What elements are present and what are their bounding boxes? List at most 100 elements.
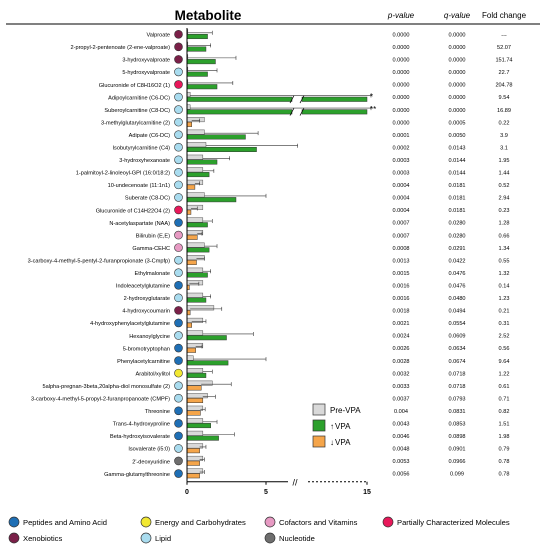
metabolite-label: 5alpha-pregnan-3beta,20alpha-diol monosu… bbox=[42, 384, 170, 390]
q-value-cell: 0.0966 bbox=[448, 459, 465, 465]
header-q-value: q-value bbox=[444, 11, 471, 20]
table-row: Ethylmalonate 0.0015 0.0476 1.32 bbox=[135, 267, 509, 278]
table-row: Adipate (C6-DC) 0.0001 0.0050 3.9 bbox=[129, 129, 508, 140]
class-dot-icon bbox=[174, 155, 183, 165]
bar-pre-vpa bbox=[186, 330, 204, 336]
p-value-cell: 0.0016 bbox=[392, 296, 409, 302]
fold-change-cell: 1.23 bbox=[499, 296, 510, 302]
bar-pre-vpa bbox=[186, 292, 204, 298]
class-dot-icon bbox=[174, 29, 183, 39]
bar-vpa bbox=[186, 423, 211, 429]
q-value-cell: 0.0476 bbox=[448, 283, 465, 289]
metabolite-label: 2-hydroxyglutarate bbox=[124, 296, 170, 302]
metabolite-label: Hexanoylglycine bbox=[129, 334, 170, 340]
bar-vpa bbox=[186, 109, 293, 115]
class-dot-icon bbox=[174, 306, 183, 315]
bar-pre-vpa bbox=[186, 355, 194, 361]
fold-change-cell: 0.21 bbox=[499, 309, 510, 315]
fold-change-cell: 1.28 bbox=[499, 221, 510, 227]
axis-break-mark: // bbox=[292, 477, 298, 487]
fold-change-cell: 2.94 bbox=[499, 196, 510, 202]
legend-swatch bbox=[312, 435, 326, 448]
fold-change-cell: 0.14 bbox=[499, 283, 510, 289]
bar-pre-vpa bbox=[186, 393, 208, 399]
table-row: 5-bromotryptophan 0.0026 0.0634 0.56 bbox=[123, 342, 509, 353]
bar-vpa-continued bbox=[301, 109, 368, 115]
q-value-cell: 0.0609 bbox=[448, 334, 465, 340]
class-dot-icon bbox=[174, 55, 183, 64]
q-value-cell: 0.0674 bbox=[448, 359, 465, 365]
fold-change-cell: 9.64 bbox=[499, 359, 510, 365]
legend-text: Pre-VPA bbox=[330, 406, 361, 415]
fold-change-cell: 204.78 bbox=[495, 83, 512, 89]
q-value-cell: 0.0000 bbox=[448, 58, 465, 64]
class-legend-label: Cofactors and Vitamins bbox=[279, 518, 358, 527]
q-value-cell: 0.0901 bbox=[448, 447, 465, 453]
table-row: 10-undecenoate (11:1n1) 0.0004 0.0181 0.52 bbox=[108, 179, 509, 190]
bar-vpa bbox=[186, 159, 218, 165]
break-mark bbox=[289, 107, 295, 116]
p-value-cell: 0.0053 bbox=[392, 459, 409, 465]
class-legend-label: Nucleotide bbox=[279, 534, 315, 543]
legend-text: VPA bbox=[335, 422, 351, 431]
bar-vpa bbox=[186, 347, 196, 353]
metabolite-label: 3-methylglutarylcarnitine (2) bbox=[101, 120, 170, 126]
bar-pre-vpa bbox=[186, 280, 204, 286]
x-tick-label: 15 bbox=[363, 489, 371, 496]
bar-pre-vpa bbox=[186, 455, 204, 461]
table-row: 2-hydroxyglutarate 0.0016 0.0480 1.23 bbox=[124, 292, 510, 303]
class-dot-icon bbox=[174, 318, 183, 328]
class-legend-dot-icon bbox=[140, 516, 152, 528]
class-dot-icon bbox=[174, 80, 183, 89]
metabolite-label: 4-hydroxyphenylacetylglutamine bbox=[90, 321, 170, 327]
metabolite-label: Threonine bbox=[145, 409, 170, 415]
metabolite-label: Gamma-glutamylthreonine bbox=[104, 472, 170, 478]
x-axis: // 0 5 15 bbox=[185, 28, 371, 496]
p-value-cell: 0.0021 bbox=[392, 321, 409, 327]
class-dot-icon bbox=[174, 331, 183, 340]
class-legend-dot-icon bbox=[8, 532, 20, 544]
bar-pre-vpa bbox=[186, 142, 207, 148]
p-value-cell: 0.0002 bbox=[392, 145, 409, 151]
fold-change-cell: 0.79 bbox=[499, 447, 510, 453]
q-value-cell: 0.0898 bbox=[448, 434, 465, 440]
p-value-cell: 0.0008 bbox=[392, 246, 409, 252]
p-value-cell: 0.0000 bbox=[392, 58, 409, 64]
class-legend-dot-icon bbox=[140, 532, 152, 544]
metabolite-label: Suberate (C8-DC) bbox=[125, 196, 170, 202]
class-dot-icon bbox=[174, 419, 183, 428]
bar-pre-vpa bbox=[186, 179, 204, 185]
q-value-cell: 0.0000 bbox=[448, 70, 465, 76]
bar-pre-vpa bbox=[186, 242, 205, 248]
fold-change-cell: 0.78 bbox=[499, 459, 510, 465]
bar-vpa bbox=[186, 71, 208, 77]
break-mark bbox=[299, 107, 305, 116]
fold-change-cell: 1.44 bbox=[499, 171, 510, 177]
class-dot-icon bbox=[174, 268, 183, 278]
bar-pre-vpa bbox=[186, 305, 215, 311]
bar-vpa bbox=[186, 34, 208, 40]
bar-vpa bbox=[186, 172, 210, 178]
p-value-cell: 0.0048 bbox=[392, 447, 409, 453]
bar-pre-vpa bbox=[186, 167, 204, 173]
class-legend-dot-icon bbox=[8, 516, 20, 528]
class-legend: Peptides and Amino Acid Energy and Carboh… bbox=[8, 516, 510, 544]
class-legend-label: Xenobiotics bbox=[23, 534, 62, 543]
bar-pre-vpa bbox=[186, 405, 204, 411]
table-row: Beta-hydroxyisovalerate 0.0046 0.0898 1.98 bbox=[110, 430, 509, 441]
table-row: Indoleacetylglutamine 0.0016 0.0476 0.14 bbox=[116, 280, 510, 291]
metabolite-label: Isobutyrylcarnitine (C4) bbox=[112, 146, 170, 152]
bar-vpa bbox=[186, 372, 207, 378]
metabolite-label: 5-bromotryptophan bbox=[123, 346, 170, 352]
p-value-cell: 0.0037 bbox=[392, 396, 409, 402]
bar-vpa bbox=[186, 272, 208, 278]
table-row: 5alpha-pregnan-3beta,20alpha-diol monosu… bbox=[42, 380, 509, 391]
table-row: 2'-deoxyuridine 0.0053 0.0966 0.78 bbox=[132, 455, 510, 466]
legend-arrow-icon: ↑ bbox=[330, 422, 334, 431]
q-value-cell: 0.0000 bbox=[448, 45, 465, 51]
q-value-cell: 0.0181 bbox=[448, 208, 465, 214]
q-value-cell: 0.0554 bbox=[448, 321, 465, 327]
metabolite-label: 3-hydroxyvalproate bbox=[122, 58, 170, 64]
header-fold-change: Fold change bbox=[482, 11, 527, 20]
